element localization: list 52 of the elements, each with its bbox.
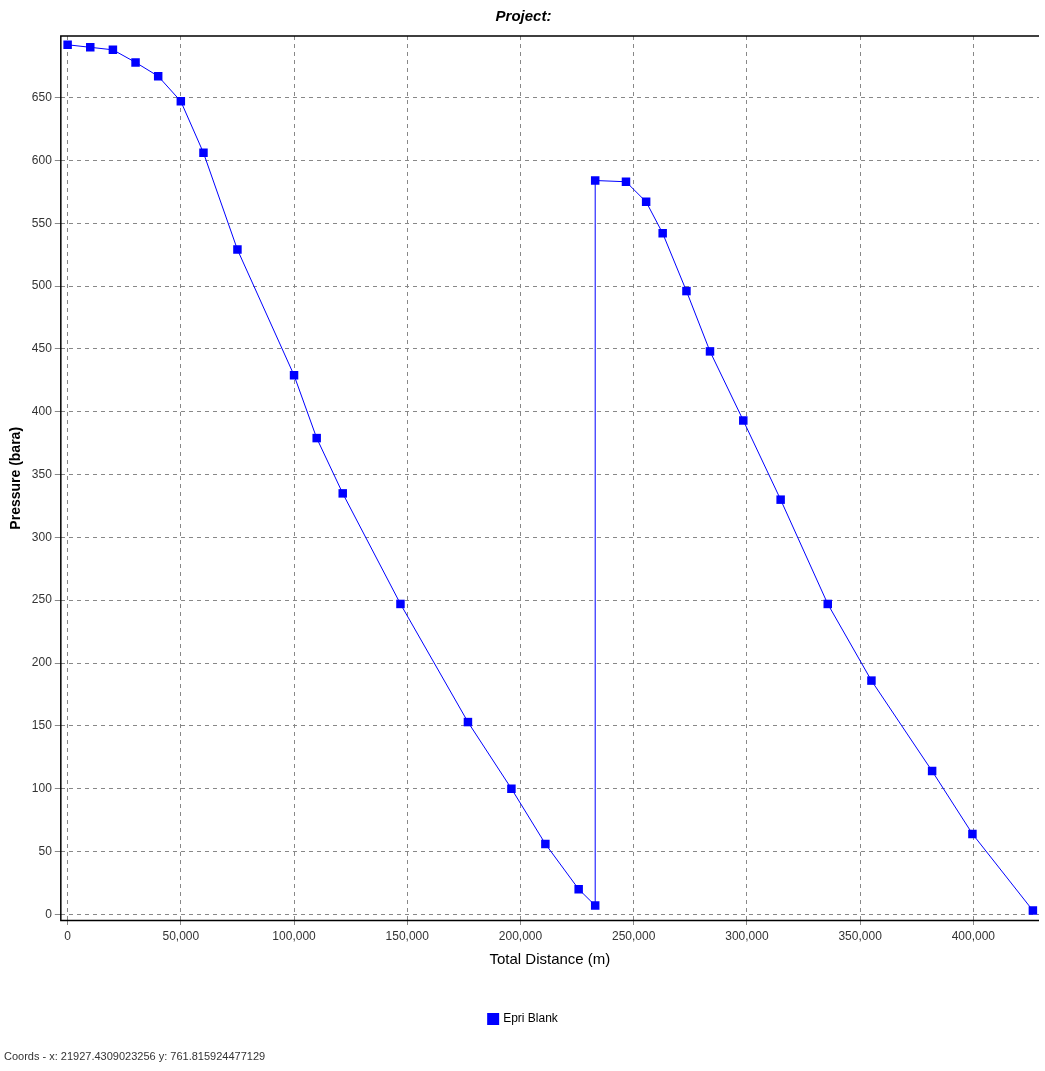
point — [867, 676, 876, 685]
y-tick-label: 300 — [31, 529, 53, 544]
point — [590, 176, 600, 185]
point — [199, 148, 208, 158]
x-tick-label: 100,000 — [272, 929, 317, 944]
x-tick-label: 0 — [64, 929, 72, 944]
y-tick-label: 100 — [31, 780, 53, 795]
text: Coords - x: 21927.4309023256 y: 761.815924477129 — [4, 1050, 266, 1062]
x-tick-label: 50,000 — [162, 929, 200, 944]
point — [776, 495, 785, 504]
point — [574, 884, 583, 894]
point — [590, 901, 600, 910]
x-tick-label: 250,000 — [611, 929, 656, 944]
point — [968, 829, 977, 839]
point — [289, 371, 299, 380]
point — [176, 97, 186, 106]
y-tick-label: 150 — [31, 718, 53, 733]
point — [86, 43, 95, 52]
x-tick-label: 400,000 — [951, 929, 996, 944]
chart-title: Project: — [495, 7, 552, 25]
x-tick-label: 200,000 — [498, 929, 543, 944]
point — [541, 839, 550, 849]
y-tick-label: 500 — [31, 278, 53, 293]
y-tick-label: 450 — [31, 341, 53, 356]
y-tick-label: 550 — [31, 215, 53, 230]
y-tick-label: 200 — [31, 655, 53, 670]
y-tick-label: 350 — [31, 466, 53, 481]
point — [63, 40, 72, 50]
point — [396, 599, 405, 609]
legend-label: Epri Blank — [503, 1011, 559, 1026]
y-tick-label: 0 — [45, 906, 53, 921]
point — [682, 286, 691, 296]
y-tick-label: 250 — [31, 592, 53, 607]
x-tick-label: 150,000 — [385, 929, 430, 944]
point — [658, 229, 667, 238]
point — [338, 489, 347, 498]
y-axis-title: Pressure (bara) — [7, 426, 24, 530]
point — [507, 784, 516, 793]
y-tick-label: 50 — [38, 843, 53, 858]
y-tick-label: 600 — [31, 152, 53, 167]
y-tick-label: 650 — [31, 89, 53, 104]
point — [705, 347, 715, 356]
point — [312, 433, 321, 443]
x-tick-label: 350,000 — [838, 929, 883, 944]
y-tick-label: 400 — [31, 404, 53, 419]
point — [1028, 906, 1038, 915]
x-tick-label: 300,000 — [725, 929, 769, 944]
point — [823, 599, 832, 609]
point — [739, 416, 748, 425]
x-axis-title: Total Distance (m) — [489, 950, 611, 968]
point — [233, 245, 242, 254]
point — [131, 58, 140, 67]
